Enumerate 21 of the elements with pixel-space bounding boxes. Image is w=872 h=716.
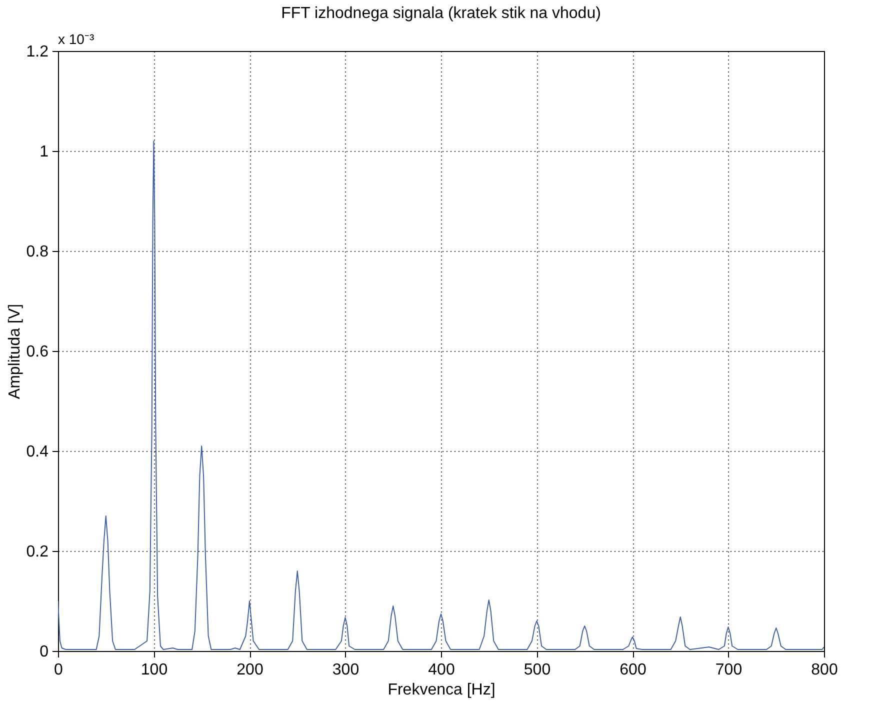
x-tick-label: 0 — [54, 662, 64, 678]
x-tick-label: 800 — [811, 662, 838, 678]
x-tick-label: 100 — [140, 662, 168, 678]
y-tick-label: 0.8 — [26, 244, 49, 260]
y-tick-label: 1.2 — [26, 44, 49, 60]
x-tick-label: 500 — [524, 662, 551, 678]
y-tick-label: 0.2 — [26, 544, 49, 560]
x-tick-label: 400 — [428, 662, 455, 678]
line-series — [58, 140, 824, 650]
y-tick-label: 0.4 — [26, 444, 49, 460]
x-tick-label: 700 — [715, 662, 742, 678]
x-tick-label: 300 — [332, 662, 360, 678]
y-tick-label: 0.6 — [26, 344, 49, 360]
y-tick-label: 0 — [40, 644, 49, 660]
y-tick-label: 1 — [40, 144, 49, 160]
x-axis-title: Frekvenca [Hz] — [388, 682, 496, 698]
x-tick-label: 200 — [236, 662, 264, 678]
y-axis-title: Amplituda [V] — [6, 304, 24, 400]
text: x 10⁻³ — [58, 31, 94, 47]
chart-title: FFT izhodnega signala (kratek stik na vhodu) — [281, 5, 601, 22]
x-tick-label: 600 — [620, 662, 646, 678]
